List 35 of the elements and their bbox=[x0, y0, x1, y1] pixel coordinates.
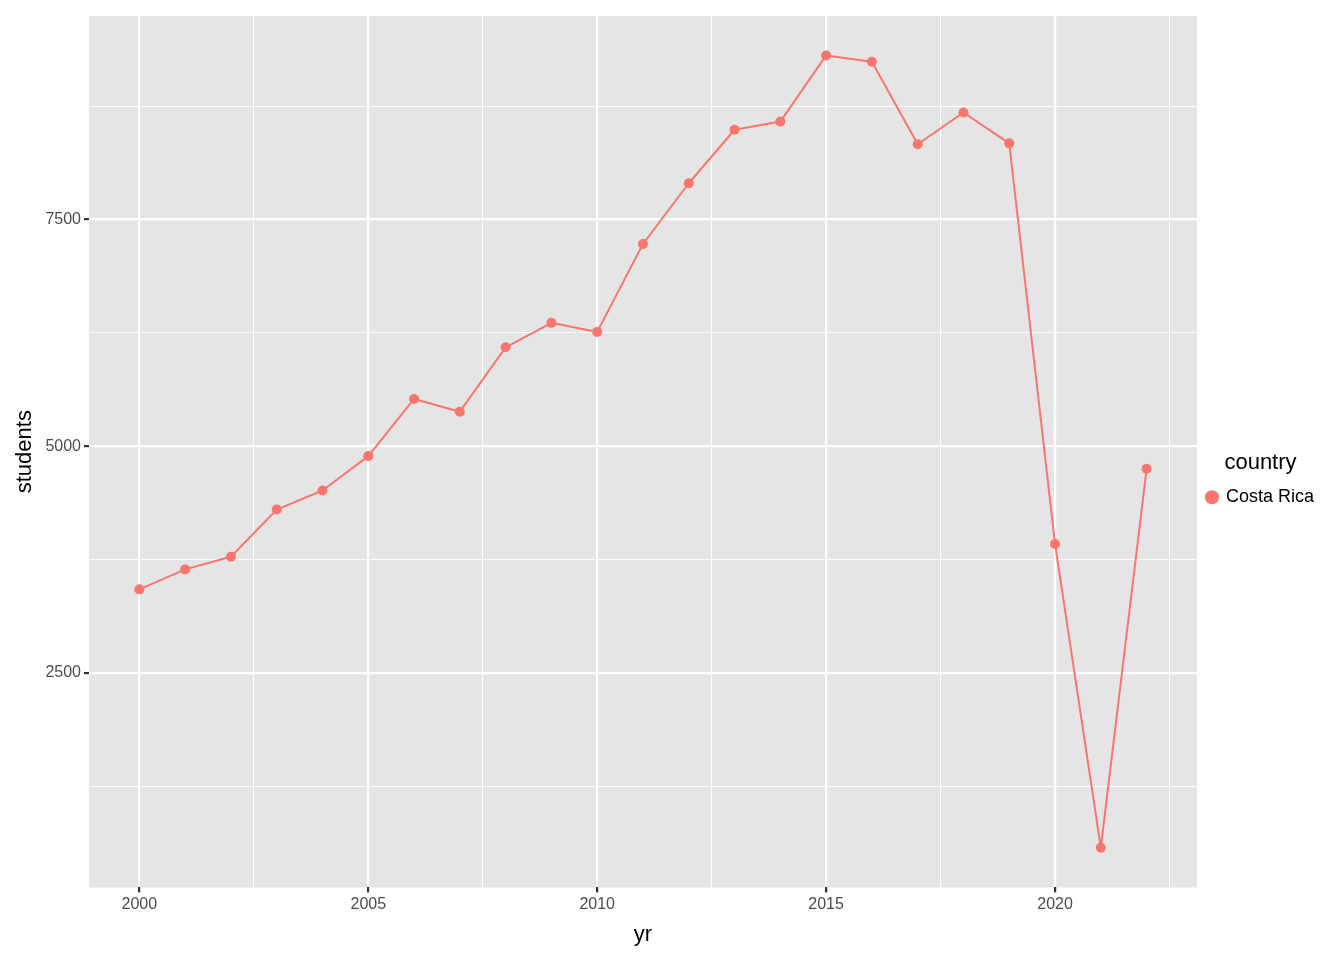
point bbox=[225, 551, 236, 562]
point bbox=[1095, 842, 1106, 853]
legend-label: Costa Rica bbox=[1225, 486, 1315, 507]
y-tick-label: 7500 bbox=[45, 209, 82, 227]
point bbox=[180, 564, 191, 575]
point bbox=[775, 116, 786, 127]
legend-title: country bbox=[1224, 448, 1297, 474]
x-tick-label: 2005 bbox=[350, 895, 387, 913]
point bbox=[363, 451, 374, 462]
y-tick-label: 5000 bbox=[45, 436, 82, 454]
point bbox=[637, 238, 648, 249]
x-axis-title: yr bbox=[633, 920, 653, 946]
point bbox=[729, 124, 740, 135]
point bbox=[821, 50, 832, 61]
y-axis-title: students bbox=[11, 410, 37, 494]
y-tick-label: 2500 bbox=[45, 663, 82, 681]
point bbox=[958, 107, 969, 118]
point bbox=[454, 406, 465, 417]
point bbox=[134, 584, 145, 595]
point bbox=[500, 342, 511, 353]
point bbox=[912, 139, 923, 150]
x-tick-label: 2015 bbox=[808, 895, 845, 913]
point bbox=[546, 317, 557, 328]
x-tick-label: 2000 bbox=[121, 895, 158, 913]
point bbox=[271, 504, 282, 515]
point bbox=[1141, 463, 1152, 474]
point bbox=[866, 56, 877, 67]
x-tick-label: 2020 bbox=[1037, 895, 1073, 913]
x-tick-label: 2010 bbox=[579, 895, 616, 913]
point bbox=[409, 393, 420, 404]
point bbox=[317, 485, 328, 496]
point bbox=[1004, 138, 1015, 149]
point bbox=[683, 178, 694, 189]
point bbox=[1050, 539, 1061, 550]
point bbox=[592, 326, 603, 337]
